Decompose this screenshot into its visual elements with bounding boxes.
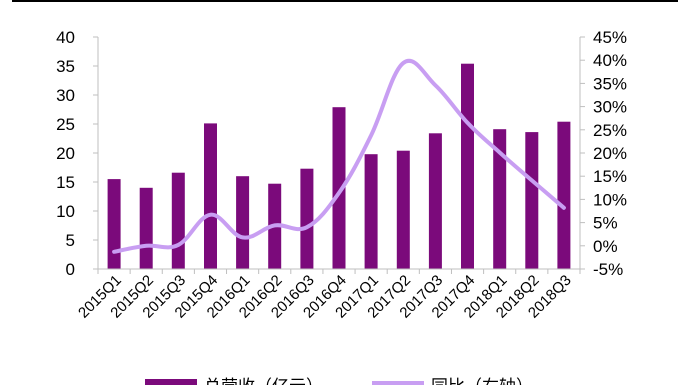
y-left-tick-label: 0 [66,260,75,279]
bar-2018Q1 [493,129,507,269]
bar-2017Q4 [461,63,474,270]
bar-2018Q3 [557,121,571,269]
legend-label-revenue: 总营收（亿元） [204,377,323,385]
y-right-tick-label: 20% [593,144,627,163]
legend: 总营收（亿元） 同比（右轴） [145,377,533,385]
bar-2017Q3 [428,133,442,269]
bar-2015Q4 [204,123,217,270]
y-left-tick-label: 40 [56,28,75,47]
y-left-tick-label: 30 [56,86,75,105]
bar-2017Q2 [396,150,410,269]
bar-2016Q1 [236,176,250,269]
bar-2018Q2 [525,132,539,269]
y-right-tick-label: 25% [593,121,627,140]
y-right-tick-label: 15% [593,167,627,186]
bar-2016Q4 [332,107,346,269]
y-left-tick-label: 25 [56,115,75,134]
legend-label-yoy: 同比（右轴） [431,377,533,385]
bar-2016Q3 [300,168,314,269]
y-right-tick-label: 35% [593,74,627,93]
legend-swatch-revenue [145,379,197,385]
y-left-tick-label: 35 [56,57,75,76]
yoy-line [112,58,566,254]
y-right-tick-label: 10% [593,190,627,209]
y-left-tick-label: 15 [56,173,75,192]
legend-swatch-yoy [372,381,424,385]
y-right-tick-label: -5% [593,260,623,279]
y-left-tick-label: 10 [56,202,75,221]
y-right-tick-label: 0% [593,237,618,256]
top-rule [12,0,678,2]
y-left-tick-label: 5 [66,231,75,250]
y-right-tick-label: 5% [593,214,618,233]
y-left-tick-label: 20 [56,144,75,163]
y-right-tick-label: 40% [593,51,627,70]
bar-2015Q1 [107,179,121,269]
y-right-tick-label: 30% [593,98,627,117]
bar-2015Q2 [139,187,153,269]
bar-2015Q3 [171,172,185,269]
y-right-tick-label: 45% [593,28,627,47]
bar-2017Q1 [364,154,378,269]
